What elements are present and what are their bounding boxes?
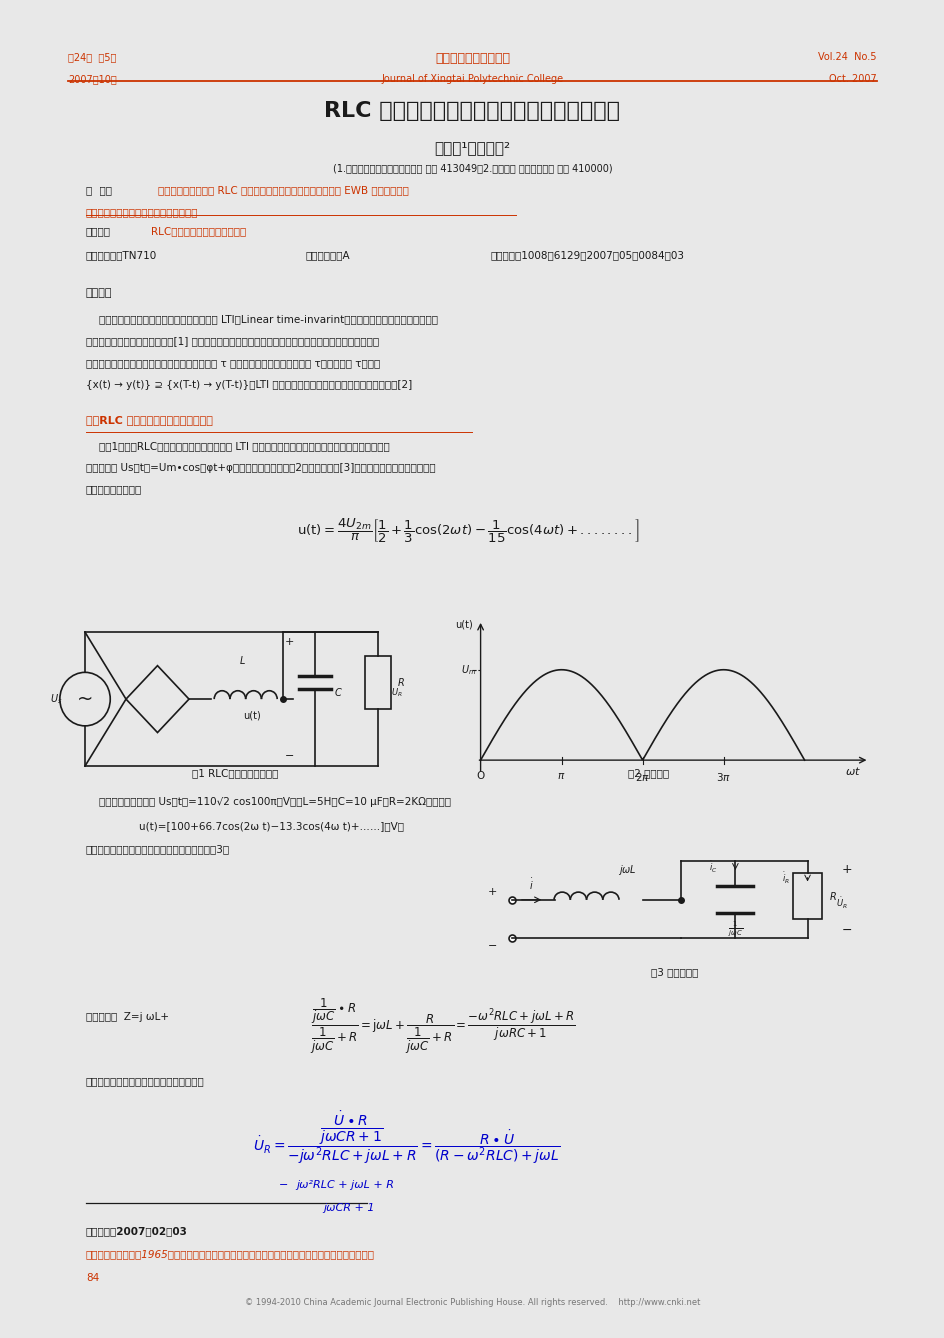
- Text: $\dot{U}_R$: $\dot{U}_R$: [835, 896, 848, 911]
- Text: Oct. 2007: Oct. 2007: [828, 75, 876, 84]
- Text: Vol.24  No.5: Vol.24 No.5: [818, 52, 876, 63]
- Text: u(t): u(t): [454, 619, 472, 629]
- Text: u(t)=[100+66.7cos(2ω t)−13.3cos(4ω t)+……]（V）: u(t)=[100+66.7cos(2ω t)−13.3cos(4ω t)+………: [139, 822, 403, 831]
- Text: $U_s$: $U_s$: [50, 692, 63, 706]
- Text: $\mathrm{u(t)=}\dfrac{4U_{2m}}{\pi}\left[\dfrac{1}{2}+\dfrac{1}{3}\cos(2\omega t: $\mathrm{u(t)=}\dfrac{4U_{2m}}{\pi}\left…: [296, 516, 638, 545]
- Bar: [792, 872, 821, 919]
- Text: $R$: $R$: [828, 890, 836, 902]
- Text: 图3 相量模型图: 图3 相量模型图: [650, 967, 698, 977]
- Text: 收稿日期：2007－02－03: 收稿日期：2007－02－03: [86, 1226, 188, 1236]
- Text: jω²RLC + jωL + R: jω²RLC + jωL + R: [296, 1180, 395, 1189]
- Text: Journal of Xingtai Polytechnic College: Journal of Xingtai Polytechnic College: [381, 75, 563, 84]
- Text: ~: ~: [76, 689, 93, 709]
- Text: 摘  要：: 摘 要：: [86, 186, 111, 195]
- Text: 李加升¹，戴瑜兴²: 李加升¹，戴瑜兴²: [434, 140, 510, 155]
- Text: © 1994-2010 China Academic Journal Electronic Publishing House. All rights reser: © 1994-2010 China Academic Journal Elect…: [244, 1298, 700, 1307]
- Text: 方法，称为傅里叶频域分析法。[1] 时不变连续时间系统指的是在同样起始状态下，系统响应特性与激励: 方法，称为傅里叶频域分析法。[1] 时不变连续时间系统指的是在同样起始状态下，系…: [86, 336, 379, 347]
- Text: $R$: $R$: [396, 677, 404, 688]
- Text: $2\pi$: $2\pi$: [634, 771, 649, 783]
- Bar: [365, 656, 390, 709]
- Text: RLC 桥式整流滤波电路的频域分析及实验仿真: RLC 桥式整流滤波电路的频域分析及实验仿真: [324, 102, 620, 122]
- Text: −: −: [285, 751, 295, 761]
- Text: $j\omega L$: $j\omega L$: [617, 863, 636, 876]
- Text: $\frac{1}{j\omega C}$: $\frac{1}{j\omega C}$: [727, 919, 742, 938]
- Text: 施加于系统的时刻无关。换句话说，若激励时延 τ 时间，响应也时延相同的时间 τ。即对任意 τ，满足: 施加于系统的时刻无关。换句话说，若激励时延 τ 时间，响应也时延相同的时间 τ。…: [86, 359, 379, 368]
- Text: 为了简化计算，假定 Us（t）=110√2 cos100π（V），L=5H，C=10 μF，R=2KΩ，则得：: 为了简化计算，假定 Us（t）=110√2 cos100π（V），L=5H，C=…: [86, 796, 450, 807]
- Text: RLC；桥式；滤波；频域；仿真: RLC；桥式；滤波；频域；仿真: [151, 226, 245, 237]
- Text: $\omega t$: $\omega t$: [844, 765, 860, 777]
- Text: u(t): u(t): [243, 710, 261, 721]
- Text: $\dot{i}_R$: $\dot{i}_R$: [781, 871, 788, 886]
- Text: 作者简介：李加升（1965－），湖南安化人，益阳职业技术学院机电与电子工程系，副教授，硕士。: 作者简介：李加升（1965－），湖南安化人，益阳职业技术学院机电与电子工程系，副…: [86, 1250, 375, 1259]
- Text: O: O: [476, 771, 484, 781]
- Text: +: +: [841, 863, 851, 875]
- Text: $\dot{i}$: $\dot{i}$: [529, 876, 533, 892]
- Text: (1.湖南益阳职业技术学院，湖南 益阳 413049；2.湖南大学 电气院，湖南 长沙 410000): (1.湖南益阳职业技术学院，湖南 益阳 413049；2.湖南大学 电气院，湖南…: [332, 163, 612, 174]
- Text: +: +: [487, 887, 497, 896]
- Text: 由串联电路分压原理得负载两端的电压为：: 由串联电路分压原理得负载两端的电压为：: [86, 1077, 204, 1086]
- Text: −: −: [487, 941, 497, 951]
- Text: 文章编号：1008－6129（2007）05－0084－03: 文章编号：1008－6129（2007）05－0084－03: [490, 250, 683, 260]
- Text: 取到四次谐波）为：: 取到四次谐波）为：: [86, 484, 142, 495]
- Text: $\dot{U}_R=\dfrac{\dfrac{\dot{U}\bullet R}{j\omega CR+1}}{-j\omega^2RLC+j\omega : $\dot{U}_R=\dfrac{\dfrac{\dot{U}\bullet …: [252, 1109, 560, 1165]
- Text: 文献标识码：A: 文献标识码：A: [305, 250, 350, 260]
- Text: 二、RLC 桥式整流滤波电路的频域分析: 二、RLC 桥式整流滤波电路的频域分析: [86, 415, 212, 425]
- Text: 本文从频域的角度对 RLC 桥式整流滤波电路进行了分析，并在 EWB 里对该电路整: 本文从频域的角度对 RLC 桥式整流滤波电路进行了分析，并在 EWB 里对该电路…: [158, 186, 409, 195]
- Text: $\dfrac{\dfrac{1}{j\omega C}\bullet R}{\dfrac{1}{j\omega C}+R}$$=\mathrm{j}\omeg: $\dfrac{\dfrac{1}{j\omega C}\bullet R}{\…: [310, 997, 575, 1056]
- Text: +: +: [285, 637, 295, 648]
- Text: 图1 RLC桥式整流滤波电路: 图1 RLC桥式整流滤波电路: [192, 768, 278, 779]
- Text: $U_R$: $U_R$: [390, 686, 402, 698]
- Text: $\dot{i}_C$: $\dot{i}_C$: [708, 859, 716, 875]
- Text: $\pi$: $\pi$: [557, 771, 565, 781]
- Text: 第24卷  第5期: 第24卷 第5期: [68, 52, 116, 63]
- Text: 中图分类号：TN710: 中图分类号：TN710: [86, 250, 157, 260]
- Text: 加一一电压 Us（t）=Um•cos（φt+φ）时，经过整流得如图2的电压波形。[3]傅里叶级数展开式表示（最高: 加一一电压 Us（t）=Um•cos（φt+φ）时，经过整流得如图2的电压波形。…: [86, 463, 435, 472]
- Text: {x(t) → y(t)} ⊇ {x(T-t) → y(T-t)}。LTI 系统是一个同时满足线性与时不变性的系统。[2]: {x(t) → y(t)} ⊇ {x(T-t) → y(T-t)}。LTI 系统…: [86, 380, 412, 391]
- Text: 2007年10月: 2007年10月: [68, 75, 117, 84]
- Text: 邢台职业技术学院学报: 邢台职业技术学院学报: [434, 52, 510, 66]
- Text: $C$: $C$: [333, 686, 343, 698]
- Text: 流和滤波后的电压波形分别进行了仿真。: 流和滤波后的电压波形分别进行了仿真。: [86, 207, 198, 217]
- Text: −: −: [278, 1180, 288, 1189]
- Text: 84: 84: [86, 1272, 99, 1283]
- Text: 求得总阻抗  Z=j ωL+: 求得总阻抗 Z=j ωL+: [86, 1012, 169, 1022]
- Text: 以三角函数，复指数函数作为基元信号，对 LTI（Linear time-invarint）线性时不变系统建立的一种分析: 以三角函数，复指数函数作为基元信号，对 LTI（Linear time-inva…: [86, 314, 437, 324]
- Text: 图2 电压波形: 图2 电压波形: [627, 768, 668, 779]
- Text: jωCR + 1: jωCR + 1: [323, 1203, 374, 1214]
- Text: 一、前言: 一、前言: [86, 289, 112, 298]
- Text: −: −: [841, 925, 851, 937]
- Text: $L$: $L$: [239, 654, 245, 665]
- Text: $3\pi$: $3\pi$: [716, 771, 731, 783]
- Text: 利用频域分析法，画出电路的相量模型图（如图3）: 利用频域分析法，画出电路的相量模型图（如图3）: [86, 844, 229, 855]
- Text: 关键词：: 关键词：: [86, 226, 110, 237]
- Text: $U_m$: $U_m$: [461, 662, 476, 677]
- Text: 如图1是一一RLC桥式整流滤波电路，也是一 LTI 系统，下面我们从频域的角度来分析它。当给电源: 如图1是一一RLC桥式整流滤波电路，也是一 LTI 系统，下面我们从频域的角度来…: [86, 440, 389, 451]
